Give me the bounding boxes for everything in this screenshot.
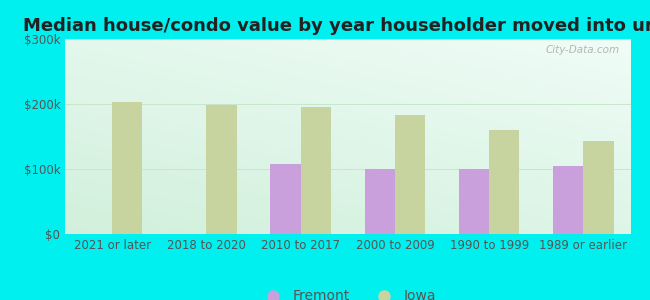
Bar [270, 164, 300, 234]
Bar [459, 169, 489, 234]
Bar [489, 130, 519, 234]
Bar [112, 102, 142, 234]
Bar [300, 107, 331, 234]
Bar [365, 169, 395, 234]
Title: Median house/condo value by year householder moved into unit: Median house/condo value by year househo… [23, 17, 650, 35]
Bar [207, 105, 237, 234]
Bar [584, 141, 614, 234]
Legend: Fremont, Iowa: Fremont, Iowa [254, 284, 442, 300]
Bar [553, 166, 584, 234]
Bar [395, 115, 425, 234]
Text: City-Data.com: City-Data.com [545, 45, 619, 55]
